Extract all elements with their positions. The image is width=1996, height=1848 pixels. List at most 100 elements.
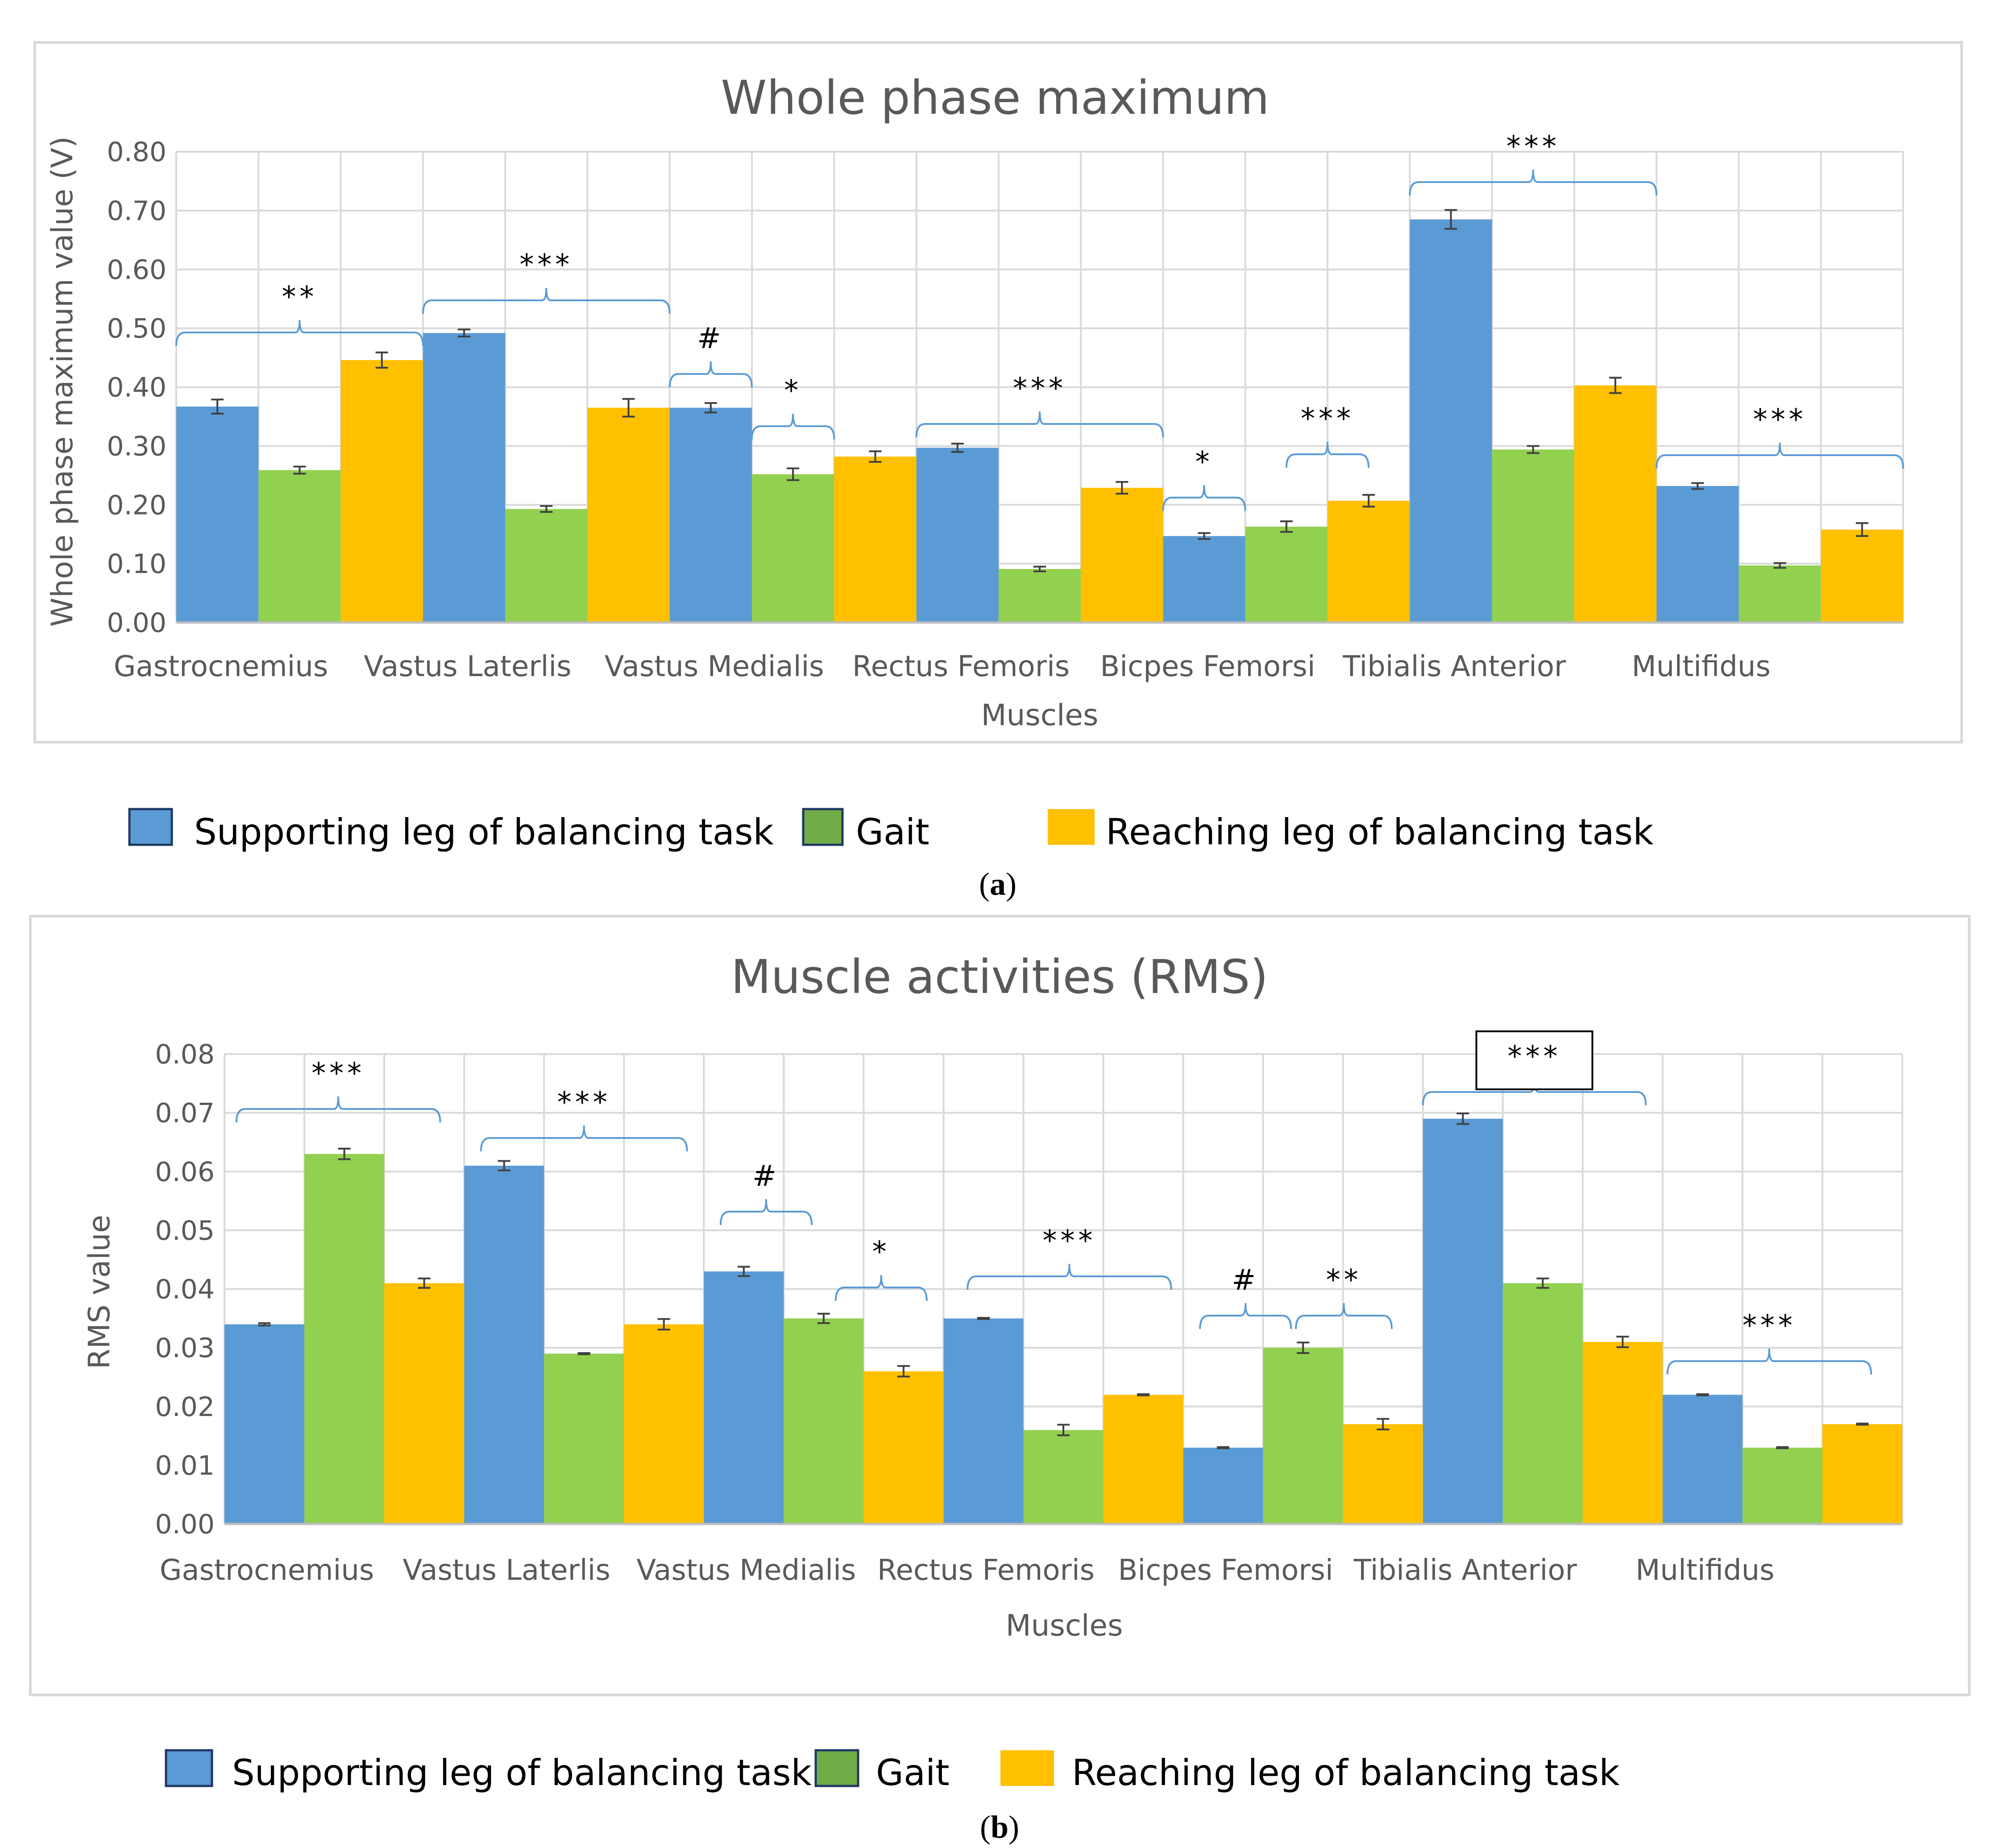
chart-b-title: Muscle activities (RMS) — [731, 950, 1268, 1004]
bar-gait — [1502, 1283, 1583, 1524]
bar-reaching — [1574, 385, 1657, 623]
significance-marker: ** — [282, 281, 317, 314]
legend-b-swatch-supporting — [165, 1749, 213, 1787]
bar-supporting — [1423, 1118, 1503, 1524]
category-label: Bicpes Femorsi — [1118, 1554, 1333, 1587]
y-tick-label: 0.00 — [107, 607, 166, 639]
y-tick-label: 0.06 — [155, 1156, 215, 1188]
significance-bracket — [1285, 441, 1369, 468]
y-tick-label: 0.50 — [107, 313, 166, 345]
error-bar — [1198, 532, 1211, 540]
chart-b-y-axis-title: RMS value — [82, 1215, 116, 1369]
significance-bracket — [751, 413, 835, 440]
category-label: Vastus Laterlis — [364, 650, 571, 683]
category-label: Multifidus — [1635, 1554, 1774, 1587]
legend-a-swatch-supporting — [128, 808, 173, 846]
bar-supporting — [669, 407, 752, 623]
significance-bracket — [834, 1275, 928, 1301]
chart-b-x-axis-title: Muscles — [1006, 1608, 1123, 1643]
bar-reaching — [1822, 1424, 1902, 1524]
error-bar — [1057, 1424, 1070, 1437]
bar-supporting — [916, 448, 999, 623]
bar-gait — [1492, 449, 1574, 623]
significance-marker: *** — [1506, 130, 1560, 163]
bar-gait — [752, 474, 834, 623]
error-bar — [622, 398, 635, 418]
bar-supporting — [1163, 536, 1245, 623]
bar-reaching — [1582, 1341, 1663, 1524]
y-tick-label: 0.00 — [155, 1509, 215, 1540]
significance-bracket — [1409, 169, 1658, 196]
bar-reaching — [1343, 1424, 1423, 1524]
y-tick-label: 0.04 — [155, 1274, 215, 1305]
legend-a-label-reaching: Reaching leg of balancing task — [1106, 811, 1654, 853]
bar-reaching — [1328, 501, 1410, 623]
significance-marker: * — [784, 374, 802, 407]
significance-marker: *** — [1301, 403, 1354, 436]
y-tick-label: 0.60 — [107, 254, 166, 286]
significance-marker: * — [1195, 446, 1213, 479]
legend-a-label-gait: Gait — [856, 811, 930, 853]
bar-reaching — [1081, 488, 1163, 623]
bar-supporting — [176, 407, 259, 623]
error-bar — [1457, 1112, 1469, 1125]
error-bar — [211, 399, 224, 415]
error-bar — [338, 1147, 351, 1160]
significance-marker: *** — [557, 1086, 611, 1119]
bar-supporting — [1183, 1447, 1263, 1524]
error-bar — [540, 505, 553, 513]
bar-gait — [1023, 1430, 1104, 1524]
caption-a: (a) — [979, 866, 1017, 902]
y-tick-label: 0.05 — [155, 1215, 215, 1246]
bar-supporting — [1662, 1395, 1743, 1524]
significance-bracket — [719, 1199, 813, 1225]
error-bar — [1137, 1393, 1150, 1396]
bar-gait — [1263, 1348, 1343, 1524]
significance-marker: ** — [1326, 1264, 1361, 1297]
y-tick-label: 0.03 — [155, 1333, 215, 1364]
significance-box — [1475, 1030, 1593, 1090]
significance-marker: *** — [1507, 1040, 1561, 1073]
error-bar — [1616, 1336, 1629, 1348]
category-label: Tibialis Anterior — [1342, 650, 1566, 683]
significance-bracket — [1656, 442, 1904, 469]
error-bar — [869, 450, 882, 463]
bar-reaching — [624, 1324, 704, 1524]
significance-marker: *** — [1753, 403, 1807, 436]
legend-b-label-gait: Gait — [876, 1752, 950, 1794]
chart-a-title: Whole phase maximum — [721, 71, 1269, 125]
caption-b: (b) — [980, 1809, 1019, 1845]
legend-b-swatch-gait — [814, 1749, 859, 1787]
significance-marker: *** — [1743, 1309, 1796, 1342]
legend-b-swatch-reaching — [1000, 1750, 1054, 1786]
error-bar — [1527, 445, 1540, 454]
significance-bracket — [1666, 1348, 1872, 1375]
error-bar — [737, 1266, 750, 1277]
bar-gait — [1742, 1447, 1822, 1524]
bar-supporting — [704, 1271, 784, 1524]
error-bar — [1855, 522, 1868, 537]
bar-reaching — [1103, 1395, 1183, 1524]
category-label: Vastus Laterlis — [403, 1554, 610, 1587]
y-tick-label: 0.20 — [107, 490, 166, 521]
error-bar — [1362, 494, 1375, 508]
error-bar — [1444, 209, 1457, 230]
bar-reaching — [587, 407, 670, 623]
error-bar — [657, 1318, 670, 1331]
error-bar — [1691, 482, 1704, 490]
significance-bracket — [422, 287, 671, 314]
bar-supporting — [943, 1318, 1024, 1524]
error-bar — [951, 443, 964, 453]
error-bar — [1776, 1446, 1789, 1449]
error-bar — [1856, 1422, 1869, 1426]
error-bar — [1217, 1446, 1230, 1449]
significance-marker: # — [697, 322, 725, 355]
bar-reaching — [384, 1283, 465, 1524]
y-tick-label: 0.80 — [107, 137, 166, 168]
error-bar — [977, 1316, 990, 1320]
significance-marker: *** — [1042, 1225, 1096, 1258]
bar-supporting — [464, 1166, 544, 1524]
error-bar — [375, 351, 388, 369]
error-bar — [293, 465, 306, 475]
bar-gait — [258, 470, 341, 623]
